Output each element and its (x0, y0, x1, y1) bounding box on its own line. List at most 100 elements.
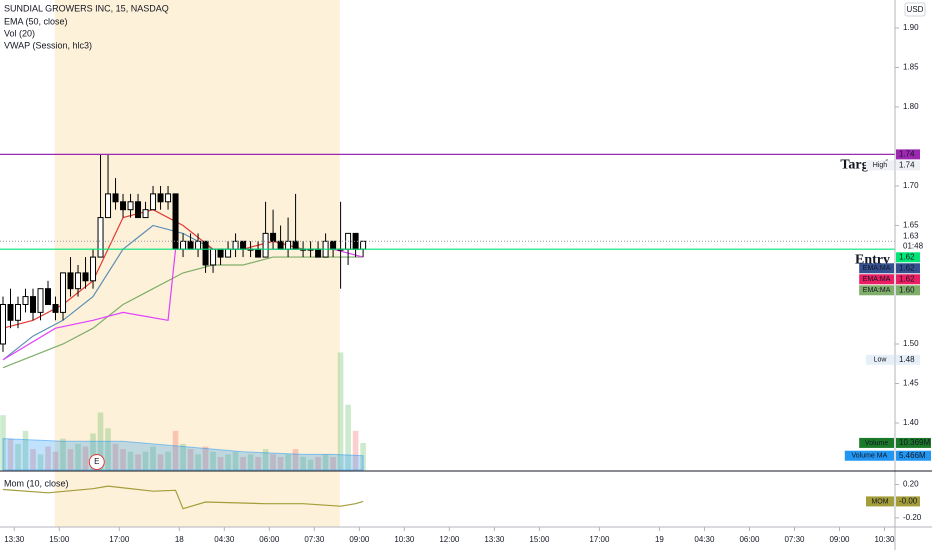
volume-bar (270, 454, 276, 470)
tag-value: 10.369M (899, 438, 930, 447)
volume-bar (7, 438, 14, 470)
volume-bar (210, 451, 216, 470)
volume-bar (60, 438, 66, 470)
volume-bar (142, 451, 149, 470)
countdown: 01:48 (903, 241, 924, 250)
candle-body (120, 201, 127, 211)
y-tick-label: 1.45 (903, 379, 919, 388)
candle-body (195, 240, 202, 250)
currency-box (904, 2, 926, 17)
volume-bar (15, 443, 21, 470)
x-tick-label: 15:00 (529, 535, 550, 544)
x-tick-label: 12:00 (439, 535, 460, 544)
candle-body (90, 256, 97, 282)
candle-body (217, 248, 224, 258)
volume-bar (37, 454, 44, 470)
tag-value: 1.48 (899, 355, 915, 364)
volume-bar (105, 428, 111, 470)
volume-bar (262, 449, 269, 470)
candle-body (7, 303, 14, 321)
volume-bar (300, 456, 306, 470)
tag-value: 1.62 (899, 263, 915, 272)
y-tick-label: 1.70 (903, 181, 919, 190)
x-tick-label: 04:30 (694, 535, 715, 544)
legend: SUNDIAL GROWERS INC, 15, NASDAQ EMA (50,… (4, 3, 169, 488)
y-tick-label: 0.20 (903, 480, 919, 489)
candle-body (360, 240, 367, 250)
candle-body (105, 193, 112, 219)
volume-bar (75, 443, 81, 470)
volume-bar (277, 456, 284, 470)
x-tick-label: 18 (175, 535, 184, 544)
tag-name: EMA:MA (863, 287, 891, 294)
volume-bar (22, 430, 29, 470)
event-marker (88, 454, 105, 470)
tag-name-box (859, 285, 894, 296)
y-tick-label: 1.90 (903, 23, 919, 32)
session-highlight (54, 0, 340, 527)
tag-value-box (896, 450, 931, 461)
volume-bar (120, 449, 126, 470)
tag-value: 5.466M (899, 451, 926, 460)
volume-bar (135, 454, 141, 470)
candle-body (112, 193, 119, 203)
x-tick-label: 17:00 (109, 535, 130, 544)
tag-name-box (859, 437, 894, 448)
x-tick-label: 13:30 (4, 535, 25, 544)
volume-bar (172, 430, 179, 470)
tag-name-box (844, 450, 894, 461)
volume-bar (90, 433, 96, 470)
volume-bar (240, 456, 246, 470)
momentum-title: Mom (10, close) (4, 478, 69, 488)
y-tick-label: 1.50 (903, 339, 919, 348)
tag-value: 1.60 (899, 285, 915, 294)
y-tick-label: 1.65 (903, 221, 919, 230)
current-price-box (896, 231, 920, 252)
candle-body (60, 272, 67, 313)
tag-value: 1.74 (899, 160, 915, 169)
tag-value-box (896, 252, 920, 263)
candle-body (45, 288, 52, 305)
candle-body (285, 240, 292, 250)
tag-name: MOM (871, 498, 888, 505)
x-tick-label: 04:30 (214, 535, 235, 544)
tag-value: -0.00 (899, 497, 918, 506)
x-tick-label: 10:30 (394, 535, 415, 544)
x-tick-label: 09:00 (829, 535, 850, 544)
volume-bar (82, 446, 89, 470)
tag-name: EMA:MA (863, 276, 891, 283)
volume-bar (352, 430, 359, 470)
tag-name-box (866, 354, 894, 365)
candle-body (202, 240, 209, 266)
candle-body (330, 240, 337, 250)
x-tick-label: 19 (655, 535, 664, 544)
candle-body (97, 217, 104, 258)
volume-bar (255, 456, 261, 470)
volume-bar (112, 443, 119, 470)
tag-name-box (859, 274, 894, 285)
candle-body (165, 193, 172, 203)
y-tick-label: 1.80 (903, 102, 919, 111)
tag-value-box (896, 285, 920, 296)
candle-body (0, 303, 7, 345)
candle-body (150, 193, 157, 211)
legend-entry: VWAP (Session, hlc3) (4, 40, 92, 50)
tag-value-box (896, 160, 920, 171)
tag-value: 1.74 (899, 149, 915, 158)
volume-bar (67, 449, 74, 470)
momentum-line (2, 485, 364, 510)
tag-name: Low (874, 357, 888, 364)
volume-bar (292, 449, 299, 470)
volume-bar (232, 451, 239, 470)
tag-name: High (873, 162, 888, 169)
background-layer (54, 0, 340, 527)
tag-name: Volume MA (852, 453, 888, 460)
x-tick-label: 17:00 (589, 535, 610, 544)
volume-bar (337, 352, 344, 470)
tag-value-box (896, 354, 920, 365)
tag-name-box (859, 263, 894, 274)
tag-name: EMA:MA (863, 265, 891, 272)
